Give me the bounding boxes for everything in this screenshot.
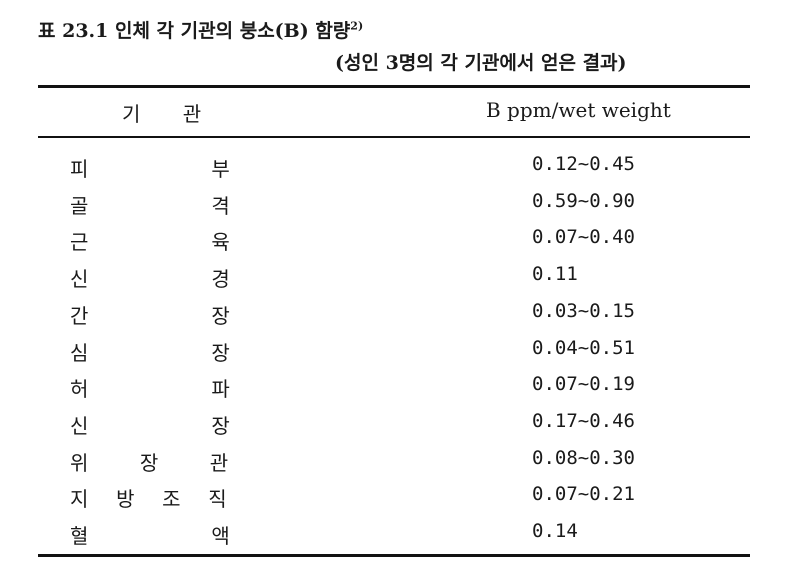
organ-name: 신경 [70,267,353,292]
bottom-rule [38,554,750,557]
organ-name: 신장 [70,413,353,438]
boron-value: 0.07~0.19 [532,373,635,396]
boron-value: 0.03~0.15 [532,299,635,322]
table-row: 혈액 0.14 [70,520,670,550]
organ-name: 피부 [70,157,353,181]
top-rule [38,85,750,88]
boron-value: 0.07~0.21 [532,483,635,506]
table-row: 신장 0.17~0.46 [70,410,670,440]
table-subtitle: (성인 3명의 각 기관에서 얻은 결과) [335,52,627,74]
boron-value: 0.04~0.51 [532,336,635,359]
caption-text: 표 23.1 인체 각 기관의 붕소(B) 함량 [38,20,351,42]
table-caption: 표 23.1 인체 각 기관의 붕소(B) 함량2) [38,16,363,43]
header-rule [38,136,750,138]
table-row: 심장 0.04~0.51 [70,337,670,367]
boron-value: 0.17~0.46 [532,409,635,432]
organ-name: 간장 [70,303,353,328]
footnote-ref: 2) [350,19,364,33]
boron-value: 0.08~0.30 [532,446,635,469]
organ-name: 혈액 [70,524,353,548]
boron-value: 0.07~0.40 [532,226,635,249]
boron-value: 0.12~0.45 [532,153,635,175]
table-row: 골격 0.59~0.90 [70,190,670,220]
boron-value: 0.59~0.90 [532,189,635,212]
header-value: B ppm/wet weight [486,98,671,122]
header-organ: 기 관 [122,102,220,126]
table-row: 피부 0.12~0.45 [70,153,670,183]
organ-name: 위장관 [70,450,280,475]
boron-value: 0.11 [532,263,578,286]
organ-name: 심장 [70,340,353,365]
organ-name: 지방조직 [70,487,255,512]
table-row: 간장 0.03~0.15 [70,300,670,330]
organ-name: 근육 [70,230,353,255]
organ-name: 허파 [70,377,353,402]
table-row: 근육 0.07~0.40 [70,226,670,256]
table-row: 신경 0.11 [70,263,670,293]
table-row: 허파 0.07~0.19 [70,373,670,403]
table-row: 위장관 0.08~0.30 [70,447,670,477]
table-row: 지방조직 0.07~0.21 [70,483,670,513]
organ-name: 골격 [70,193,353,218]
boron-value: 0.14 [532,520,578,542]
